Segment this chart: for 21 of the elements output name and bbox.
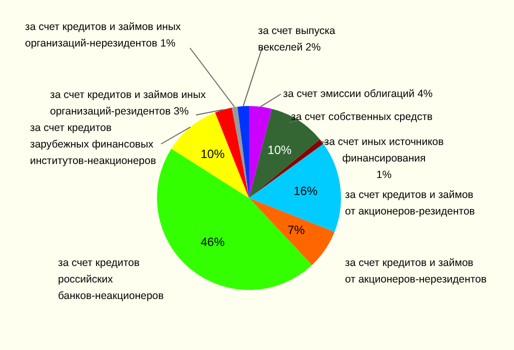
slice-label: за счет выпуска векселей 2% bbox=[258, 25, 336, 54]
slice-label: за счет кредитов российских банков-неакционеров bbox=[58, 257, 164, 302]
slice-label: за счет иных источников финансирования bbox=[324, 136, 444, 164]
data-label: 1% bbox=[376, 169, 392, 181]
pie-slice bbox=[249, 139, 324, 198]
pie-slice bbox=[232, 106, 249, 198]
slice-label: за счет кредитов и займов от акционеров-резидентов bbox=[345, 189, 476, 218]
data-label: 16% bbox=[294, 184, 318, 198]
slice-label: за счет собственных средств bbox=[291, 111, 434, 123]
data-label: 7% bbox=[288, 223, 306, 238]
data-label: 46% bbox=[200, 234, 225, 249]
pie-slice bbox=[237, 106, 249, 198]
pie-slice bbox=[249, 198, 335, 266]
slice-label: за счет кредитов и займов от акционеров-нерезидентов bbox=[345, 257, 487, 286]
slice-label: за счет кредитов и займов иных организаций-нерезидентов 1% bbox=[25, 21, 182, 50]
data-label: 10% bbox=[268, 142, 292, 157]
data-label: 10% bbox=[200, 147, 225, 162]
pie-slice bbox=[249, 144, 341, 232]
slice-label: за счет кредитов и займов иных организаций-резидентов 3% bbox=[50, 89, 207, 118]
slice-label: за счет эмиссии облигаций 4% bbox=[283, 88, 433, 100]
slice-label: за счет кредитов зарубежных финансовых институтов-неакционеров bbox=[30, 122, 156, 167]
